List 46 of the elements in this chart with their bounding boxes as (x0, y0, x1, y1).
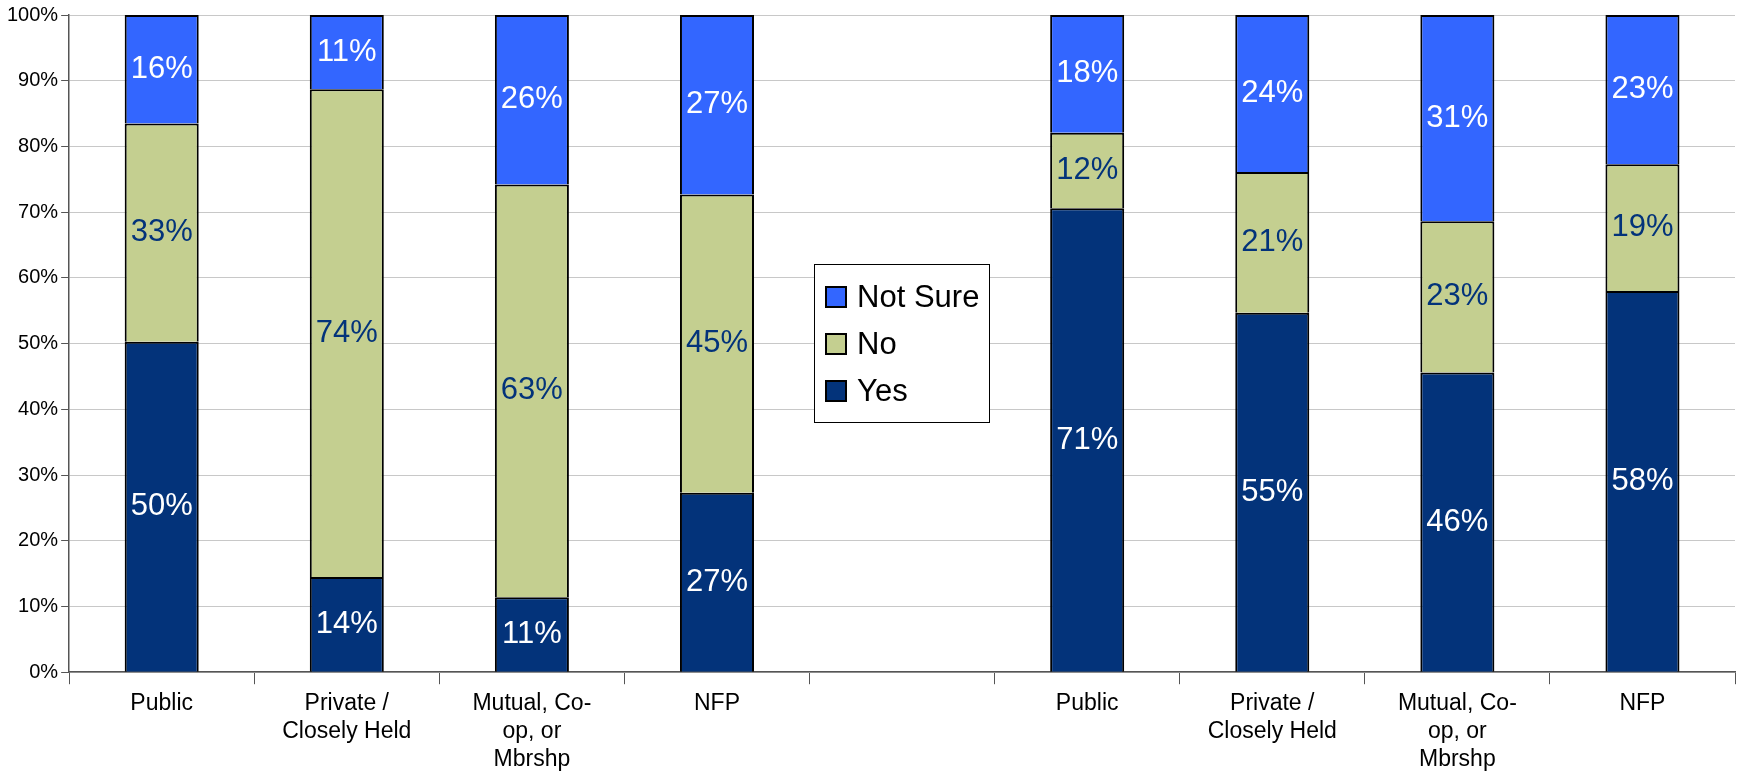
y-tick-label: 40% (18, 396, 59, 419)
y-tick-label: 10% (18, 594, 59, 616)
data-label: 11% (502, 615, 562, 651)
data-label: 23% (1426, 277, 1489, 313)
x-tick-label: NFP (693, 689, 740, 716)
data-label: 26% (500, 80, 563, 116)
x-tick-label: Public (130, 689, 194, 716)
y-tick-label: 70% (18, 199, 59, 222)
data-label: 11% (316, 32, 377, 68)
data-label: 19% (1611, 208, 1674, 244)
data-label: 71% (1056, 420, 1119, 456)
data-label: 74% (315, 313, 378, 349)
y-tick-label: 60% (18, 265, 59, 288)
data-label: 21% (1241, 222, 1304, 258)
data-label: 18% (1056, 54, 1119, 90)
legend-label: Not Sure (857, 278, 980, 317)
data-label: 33% (130, 213, 193, 249)
data-label: 55% (1241, 472, 1304, 508)
x-tick-label: Private / Closely Held (1207, 689, 1337, 743)
y-tick-label: 30% (18, 462, 59, 485)
data-label: 58% (1611, 461, 1674, 497)
data-label: 45% (685, 324, 749, 360)
data-label: 46% (1426, 502, 1489, 538)
data-label: 31% (1426, 98, 1489, 134)
legend-label: No (857, 325, 897, 364)
data-label: 27% (685, 85, 749, 121)
data-label: 12% (1056, 150, 1119, 186)
y-tick-label: 90% (18, 68, 59, 91)
data-label: 16% (130, 49, 193, 85)
y-tick-label: 80% (18, 133, 59, 156)
x-tick-label: Mutual, Co-op, or Mbrshp (1397, 689, 1517, 771)
x-tick-label: NFP (1619, 689, 1666, 716)
data-label: 24% (1241, 74, 1304, 110)
y-tick-label: 0% (29, 659, 59, 682)
x-tick-label: Mutual, Co-op, or Mbrshp (472, 689, 592, 771)
y-tick-label: 100% (7, 2, 59, 25)
data-label: 14% (315, 604, 378, 640)
x-tick-label: Public (1055, 689, 1119, 716)
data-label: 50% (130, 487, 193, 523)
legend-label: Yes (857, 372, 908, 411)
data-label: 63% (500, 371, 563, 407)
y-tick-label: 20% (18, 528, 59, 551)
data-label: 23% (1611, 70, 1674, 106)
data-label: 27% (685, 562, 749, 598)
y-tick-label: 50% (18, 331, 59, 354)
x-tick-label: Private / Closely Held (282, 689, 412, 743)
